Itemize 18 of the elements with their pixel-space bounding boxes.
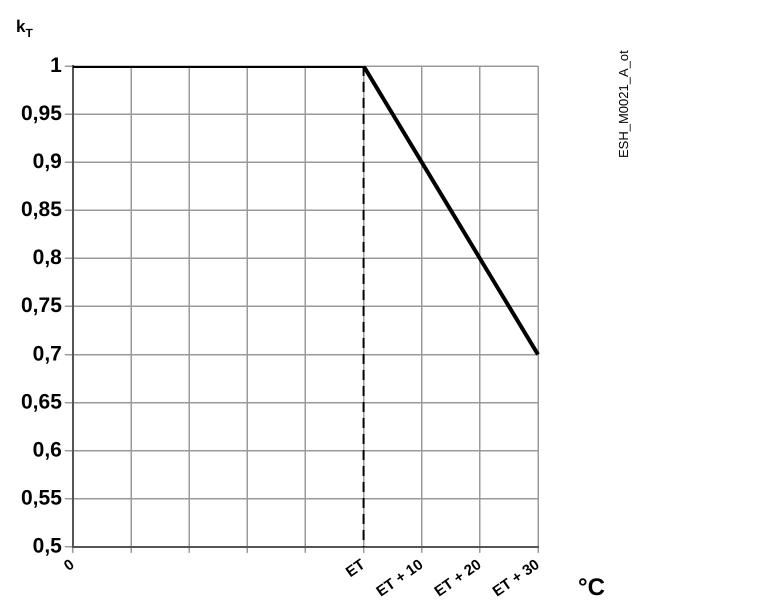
x-tick-label: ET + 30 xyxy=(490,556,543,600)
x-tick-label: 0 xyxy=(60,556,78,575)
y-tick-label: 0,65 xyxy=(20,390,62,414)
x-axis-title: °C xyxy=(578,574,605,601)
y-tick-label: 0,6 xyxy=(32,438,62,462)
x-tick-label: ET + 20 xyxy=(431,556,485,600)
y-tick-label: 0,75 xyxy=(20,294,62,318)
y-tick-label: 0,7 xyxy=(32,342,62,366)
x-tick-label: ET + 10 xyxy=(373,556,426,600)
y-tick-label: 0,9 xyxy=(32,150,62,173)
y-tick-label: 0,55 xyxy=(20,486,62,510)
x-tick-label: ET xyxy=(342,556,368,581)
y-tick-label: 1 xyxy=(50,54,62,77)
text: ESH_M0021_A_ot xyxy=(616,50,631,158)
y-tick-label: 0,8 xyxy=(32,246,62,270)
y-tick-label: 0,85 xyxy=(20,198,62,222)
y-tick-label: 0,95 xyxy=(20,102,62,125)
y-tick-label: 0,5 xyxy=(32,534,62,558)
